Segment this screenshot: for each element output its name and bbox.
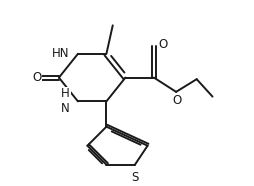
Text: HN: HN bbox=[52, 46, 69, 60]
Text: S: S bbox=[131, 171, 139, 184]
Text: O: O bbox=[32, 71, 41, 84]
Text: H
N: H N bbox=[61, 87, 70, 115]
Text: O: O bbox=[158, 38, 167, 51]
Text: O: O bbox=[172, 94, 182, 107]
